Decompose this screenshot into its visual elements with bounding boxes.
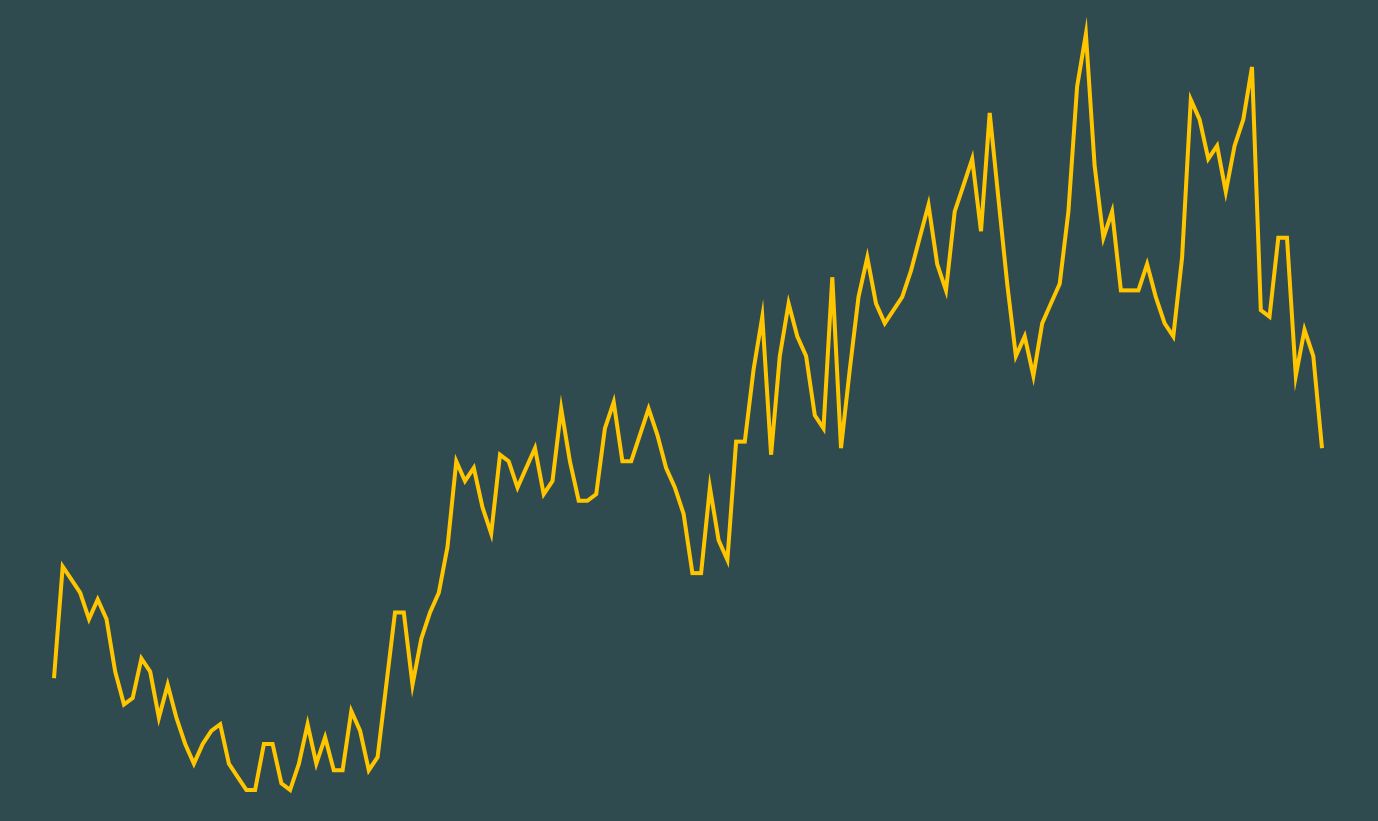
series-layer: [52, 16, 1324, 794]
series-line: [52, 16, 1324, 794]
